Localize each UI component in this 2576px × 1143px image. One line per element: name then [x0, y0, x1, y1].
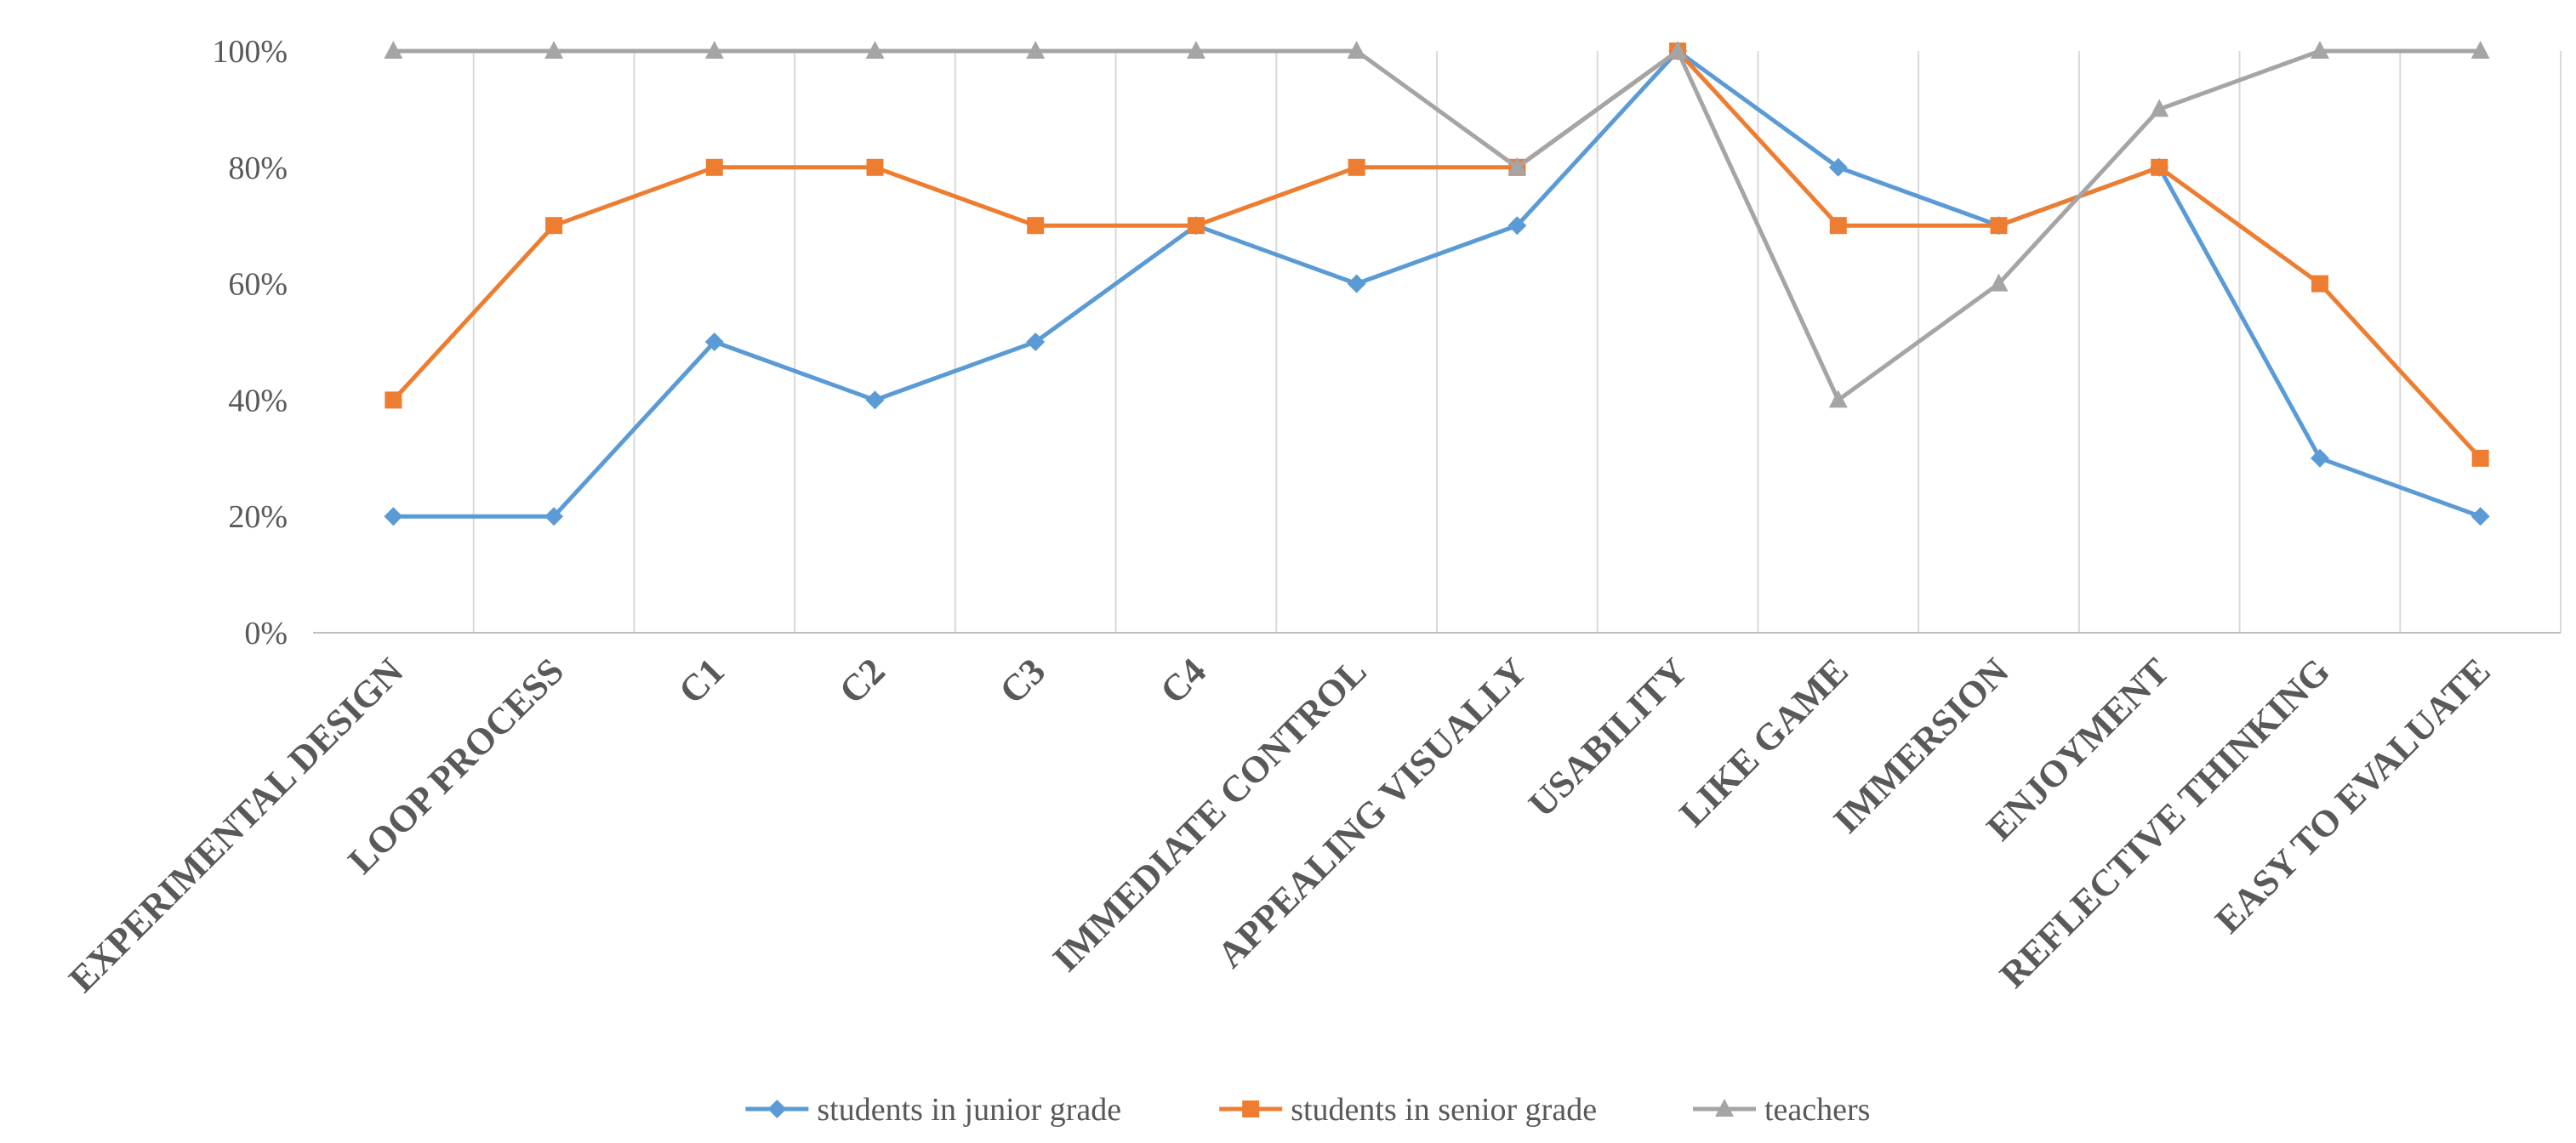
y-tick-label: 20% — [228, 499, 288, 535]
legend-marker — [1242, 1100, 1260, 1117]
series — [384, 41, 2490, 526]
data-point — [2151, 158, 2169, 176]
data-point — [704, 41, 724, 59]
legend-item: students in senior grade — [1219, 1092, 1597, 1128]
x-tick-label: C1 — [670, 650, 732, 712]
x-tick-label: APPEALING VISUALLY — [1209, 650, 1535, 975]
data-point — [1989, 273, 2009, 292]
legend-label: students in senior grade — [1291, 1092, 1597, 1128]
y-tick-label: 100% — [212, 34, 288, 70]
data-point — [544, 507, 564, 526]
data-point — [2150, 99, 2169, 117]
legend-marker — [1715, 1099, 1734, 1117]
data-point — [385, 391, 402, 409]
x-tick-label: LIKE GAME — [1672, 650, 1856, 834]
legend-item: teachers — [1693, 1092, 1870, 1128]
legend-item: students in junior grade — [745, 1092, 1121, 1128]
data-point — [2310, 448, 2329, 468]
data-point — [1829, 217, 1847, 235]
data-point — [1347, 41, 1366, 59]
data-point — [544, 41, 564, 59]
data-point — [1187, 217, 1205, 235]
data-point — [1026, 333, 1046, 351]
y-tick-label: 40% — [228, 383, 288, 418]
x-tick-label: EASY TO EVALUATE — [2207, 650, 2498, 941]
legend-label: students in junior grade — [817, 1092, 1121, 1128]
x-tick-label: USABILITY — [1520, 650, 1695, 825]
data-point — [2311, 275, 2328, 293]
data-point — [1348, 158, 1365, 176]
data-point — [545, 217, 563, 235]
x-tick-label: IMMEDIATE CONTROL — [1045, 650, 1375, 980]
data-point — [2310, 41, 2329, 59]
series-2 — [384, 41, 2490, 408]
x-tick-label: EXPERIMENTAL DESIGN — [61, 650, 412, 1000]
grid-lines — [472, 51, 2562, 633]
series-line — [391, 48, 2482, 460]
y-tick-label: 60% — [228, 267, 288, 303]
data-point — [2471, 41, 2490, 59]
legend: students in junior grade students in seni… — [745, 1092, 1870, 1128]
data-point — [866, 158, 884, 176]
y-tick-label: 0% — [244, 616, 288, 651]
data-point — [865, 41, 885, 59]
data-point — [1186, 41, 1205, 59]
series-line — [393, 48, 2481, 402]
data-point — [704, 333, 724, 351]
legend-marker — [767, 1100, 787, 1118]
data-point — [1026, 41, 1046, 59]
x-tick-label: C4 — [1152, 650, 1214, 712]
y-tick-label: 80% — [228, 151, 288, 186]
data-point — [1990, 217, 2008, 235]
series-1 — [385, 43, 2489, 467]
data-point — [1507, 216, 1527, 236]
data-point — [1507, 156, 1527, 175]
data-point — [1347, 274, 1366, 293]
legend-label: teachers — [1764, 1092, 1870, 1128]
data-point — [2471, 449, 2489, 467]
x-tick-label: REFLECTIVE THINKING — [1992, 650, 2338, 996]
x-tick-label: C3 — [992, 650, 1054, 712]
x-tick-label: C2 — [831, 650, 893, 712]
data-point — [2471, 507, 2490, 526]
data-point — [384, 507, 403, 526]
data-point — [705, 158, 723, 176]
data-point — [1828, 390, 1848, 408]
data-point — [865, 390, 885, 410]
data-point — [384, 41, 403, 59]
data-point — [1828, 157, 1848, 177]
data-point — [1027, 217, 1045, 235]
y-axis-tick-labels: 0% 20% 40% 60% 80% 100% — [212, 34, 288, 651]
data-point — [1668, 41, 1688, 59]
